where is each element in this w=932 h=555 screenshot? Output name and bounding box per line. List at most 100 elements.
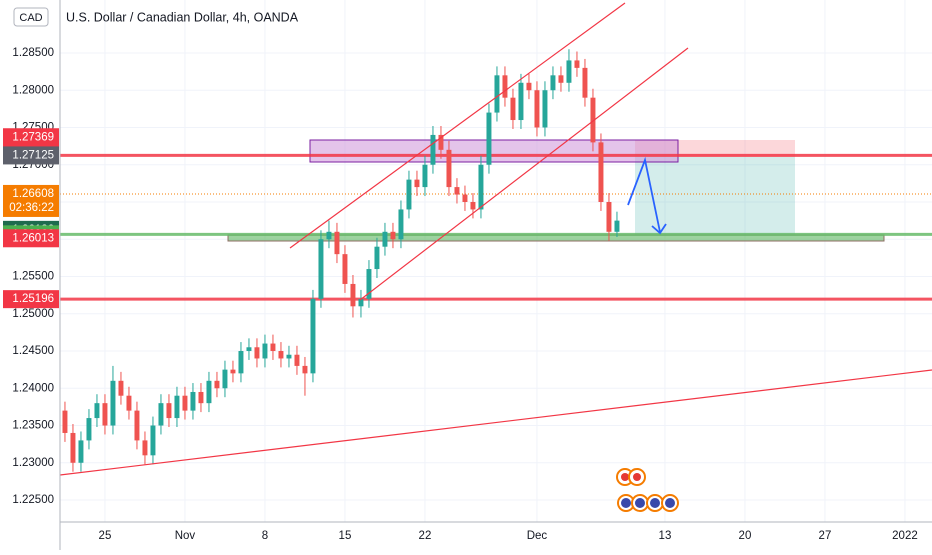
candle-body bbox=[206, 380, 212, 404]
event-icons bbox=[616, 468, 679, 512]
candle-body bbox=[526, 82, 532, 91]
candle-body bbox=[86, 418, 92, 441]
support-box bbox=[227, 234, 885, 242]
price-tag-label: 1.25196 bbox=[12, 293, 54, 305]
price-tag bbox=[3, 229, 59, 248]
levels bbox=[60, 153, 932, 301]
candle-body bbox=[486, 112, 492, 165]
price-tag bbox=[3, 146, 59, 165]
candle-body bbox=[294, 354, 300, 366]
candle-body bbox=[174, 395, 180, 419]
candle-body bbox=[414, 179, 420, 188]
candle-body bbox=[310, 298, 316, 374]
candle-body bbox=[254, 347, 260, 359]
candle-body bbox=[102, 403, 108, 426]
y-tick-label: 1.28000 bbox=[12, 84, 54, 96]
candle-body bbox=[78, 440, 84, 463]
candle-body bbox=[574, 60, 580, 68]
candle-body bbox=[302, 365, 308, 374]
chart-title: U.S. Dollar / Canadian Dollar, 4h, OANDA bbox=[66, 10, 299, 24]
price-tag-label: 1.27369 bbox=[12, 131, 54, 143]
price-tag bbox=[3, 184, 59, 217]
y-tick-label: 1.25000 bbox=[12, 308, 54, 320]
candle-body bbox=[406, 179, 412, 210]
x-tick-label: 8 bbox=[262, 530, 268, 542]
candle-body bbox=[366, 269, 372, 299]
candle-body bbox=[166, 403, 172, 419]
channel-lower bbox=[359, 47, 689, 301]
x-tick-label: 25 bbox=[99, 530, 112, 542]
price-axis-bg bbox=[0, 0, 60, 550]
candle-body bbox=[342, 254, 348, 284]
candle-body bbox=[94, 403, 100, 419]
x-tick-label: 2022 bbox=[892, 530, 918, 542]
candle-body bbox=[470, 201, 476, 210]
candle-body bbox=[350, 283, 356, 307]
candle-body bbox=[534, 90, 540, 128]
candle-body bbox=[158, 403, 164, 426]
currency: CAD bbox=[19, 12, 42, 24]
y-tick-label: 1.23000 bbox=[12, 457, 54, 469]
x-tick-label: Dec bbox=[527, 530, 548, 542]
channel-upper bbox=[289, 2, 626, 249]
candle-body bbox=[566, 60, 572, 83]
candle-body bbox=[334, 231, 340, 255]
candle-body bbox=[214, 380, 220, 389]
countdown: 02:36:22 bbox=[9, 202, 54, 214]
candle-body bbox=[150, 425, 156, 456]
x-tick-label: 27 bbox=[819, 530, 832, 542]
candle-body bbox=[518, 82, 524, 121]
candles bbox=[62, 49, 620, 472]
candle-body bbox=[454, 187, 460, 195]
candle-body bbox=[446, 149, 452, 188]
price-tag bbox=[3, 290, 59, 309]
price-tag-label: 1.26013 bbox=[12, 232, 54, 244]
candle-body bbox=[62, 410, 68, 433]
candle-body bbox=[222, 369, 228, 389]
candle-body bbox=[430, 134, 436, 165]
candle-body bbox=[542, 90, 548, 128]
candle-body bbox=[462, 194, 468, 202]
candle-body bbox=[494, 75, 500, 113]
candle-body bbox=[318, 239, 324, 299]
grid bbox=[60, 0, 932, 522]
target-zone bbox=[635, 157, 795, 235]
candle-body bbox=[558, 75, 564, 83]
x-tick-label: 20 bbox=[739, 530, 752, 542]
candle-body bbox=[142, 440, 148, 456]
candle-body bbox=[598, 142, 604, 202]
projection-arrow bbox=[627, 156, 661, 233]
y-tick-label: 1.28500 bbox=[12, 47, 54, 59]
arrow-head bbox=[651, 223, 667, 235]
candle-body bbox=[374, 246, 380, 270]
candle-body bbox=[606, 201, 612, 232]
candle-body bbox=[198, 391, 204, 404]
candle-body bbox=[238, 351, 244, 374]
y-tick-label: 1.25500 bbox=[12, 271, 54, 283]
candle-body bbox=[286, 354, 292, 359]
candle-body bbox=[262, 343, 268, 359]
x-tick-label: 22 bbox=[419, 530, 432, 542]
candle-body bbox=[190, 391, 196, 411]
y-tick-label: 1.22500 bbox=[12, 494, 54, 506]
y-tick-label: 1.24000 bbox=[12, 382, 54, 394]
price-tag-label: 1.26608 bbox=[12, 188, 54, 200]
candle-body bbox=[118, 380, 124, 396]
candle-body bbox=[182, 395, 188, 411]
resistance-box bbox=[309, 139, 679, 163]
price-tag-label: 1.27125 bbox=[12, 149, 54, 161]
candle-body bbox=[278, 351, 284, 359]
candle-body bbox=[390, 231, 396, 240]
candle-body bbox=[230, 369, 236, 374]
candle-body bbox=[590, 97, 596, 143]
candle-body bbox=[502, 75, 508, 98]
x-tick-label: 15 bbox=[339, 530, 352, 542]
candle-body bbox=[614, 220, 620, 232]
y-tick-label: 1.23500 bbox=[12, 420, 54, 432]
currency-box[interactable] bbox=[13, 7, 49, 27]
candle-body bbox=[438, 134, 444, 150]
candle-body bbox=[126, 395, 132, 411]
candle-body bbox=[422, 164, 428, 188]
axes: 1.22500 1.23000 1.23500 1.24000 1.24500 1.250… bbox=[3, 47, 918, 542]
candle-body bbox=[326, 231, 332, 240]
